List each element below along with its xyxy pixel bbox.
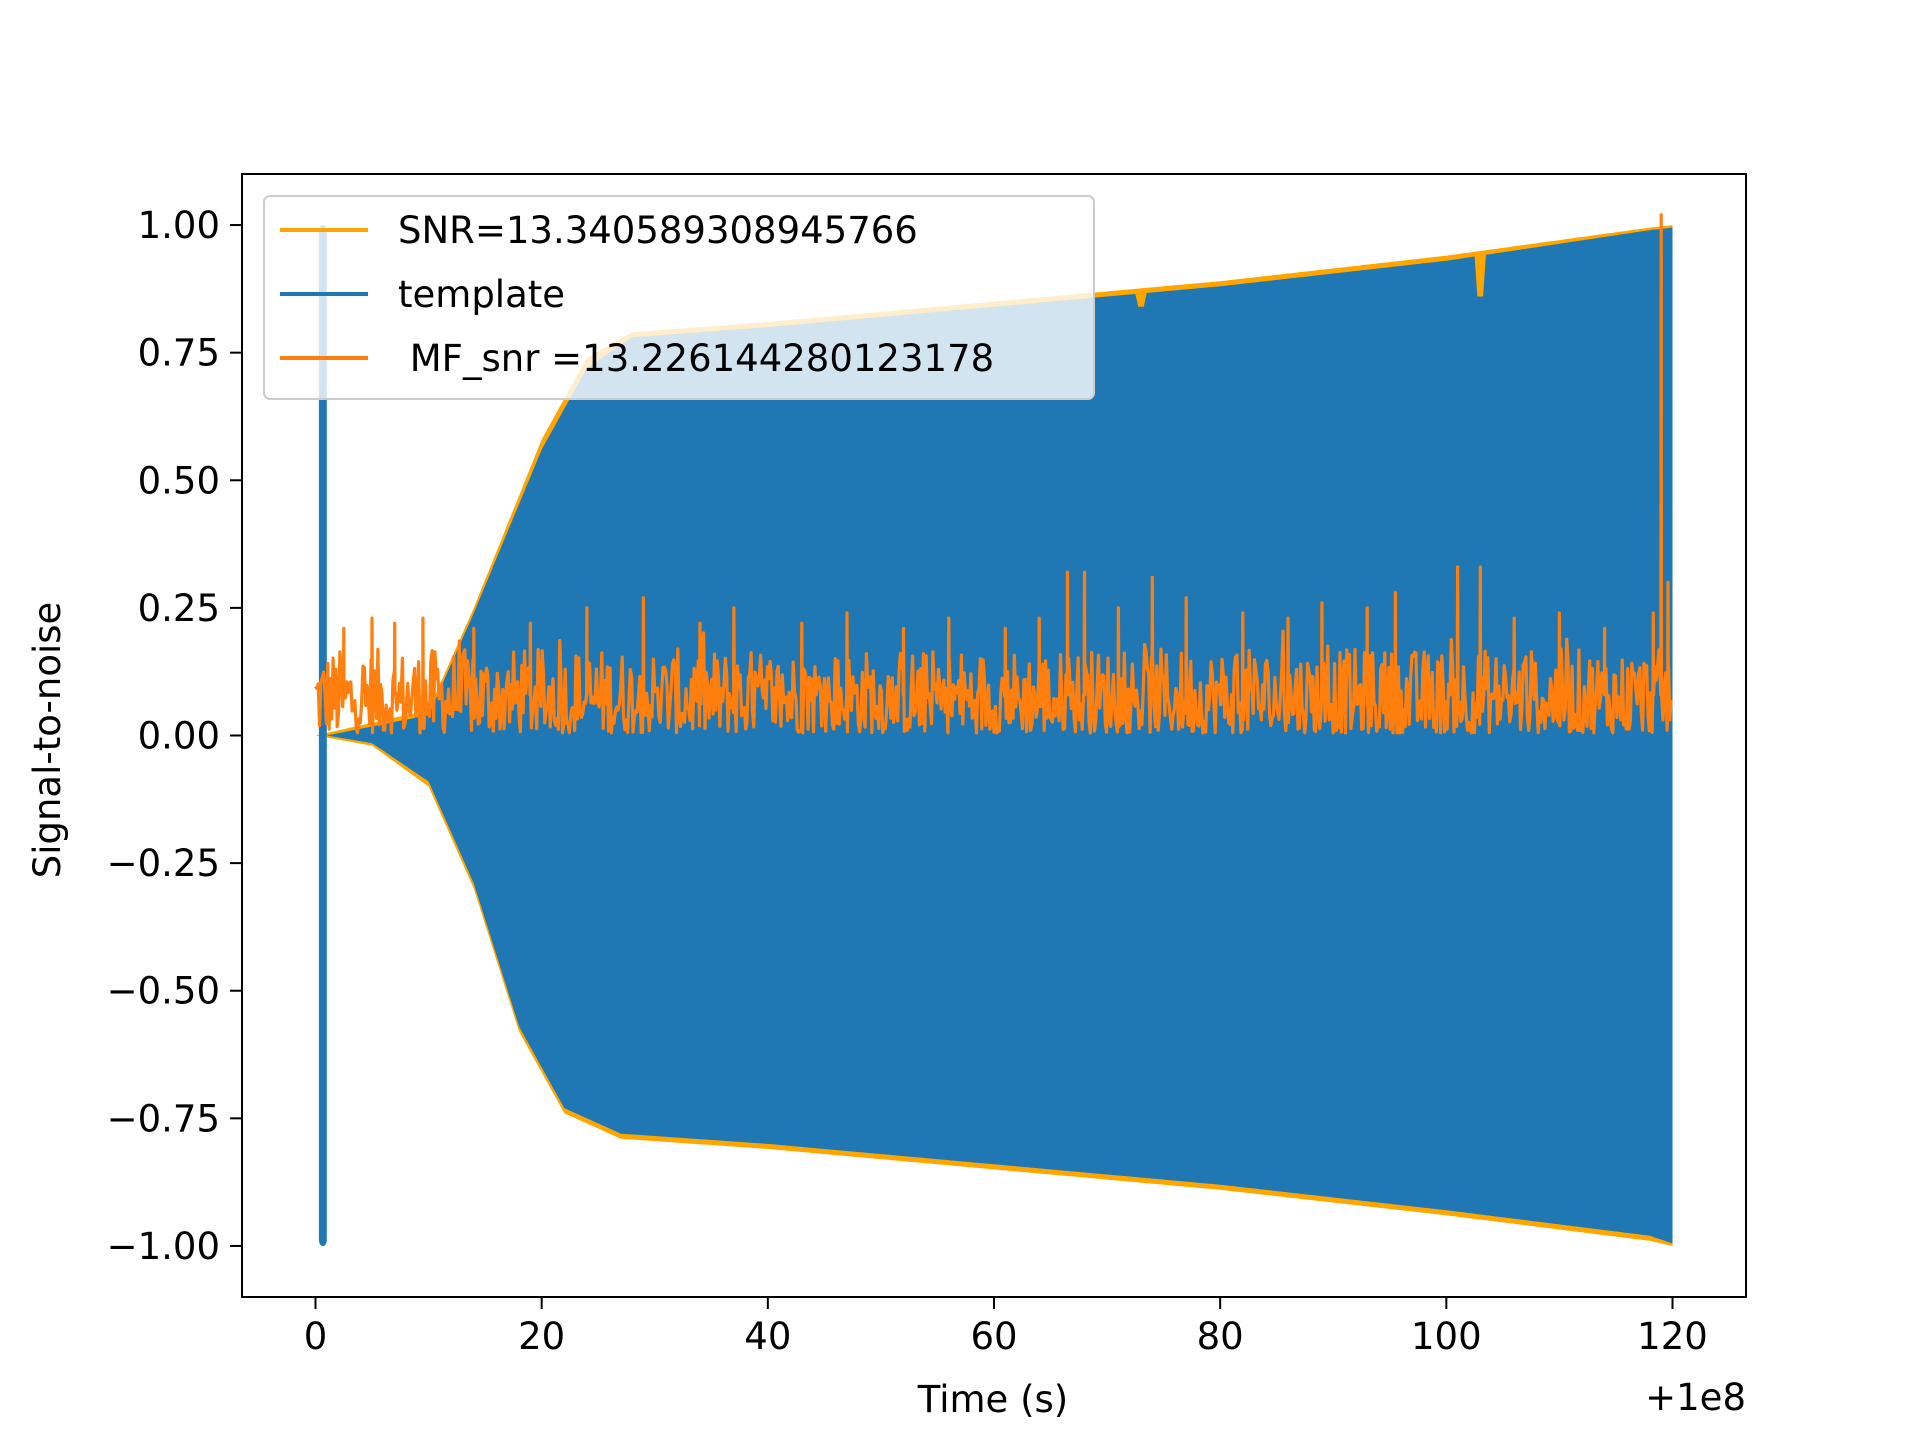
x-axis-ticks: 0 20 40 60 80 100 120 [304,1297,1708,1358]
y-tick-label: −0.75 [107,1097,220,1140]
x-tick-label: 20 [518,1315,565,1358]
legend-label-mf-snr: MF_snr =13.226144280123178 [398,337,994,380]
template-initial-spike [318,225,327,1246]
legend-label-snr: SNR=13.340589308945766 [398,209,918,252]
y-tick-label: −0.50 [107,970,220,1013]
plot-area [314,213,1673,1246]
x-tick-label: 80 [1197,1315,1244,1358]
series-template-band [318,225,1673,1246]
x-tick-label: 120 [1637,1315,1708,1358]
y-tick-label: −0.25 [107,842,220,885]
y-axis-label: Signal-to-noise [26,602,69,879]
y-tick-label: 0.25 [138,587,220,630]
mf-snr-line [314,213,1673,735]
legend: SNR=13.340589308945766 template MF_snr =… [263,195,1095,400]
x-axis-label: Time (s) [917,1378,1068,1421]
y-tick-label: 1.00 [138,204,220,247]
x-tick-label: 40 [744,1315,791,1358]
legend-box [263,195,1095,400]
series-mf-snr-line [314,213,1673,735]
y-tick-label: −1.00 [107,1225,220,1268]
legend-label-template: template [398,273,565,316]
template-band [326,227,1673,1244]
x-tick-label: 0 [304,1315,328,1358]
y-tick-label: 0.75 [138,332,220,375]
y-tick-label: 0.00 [138,715,220,758]
y-tick-label: 0.50 [138,459,220,502]
x-tick-label: 60 [970,1315,1017,1358]
x-axis-offset: +1e8 [1645,1376,1746,1419]
y-axis-ticks: 1.00 0.75 0.50 0.25 0.00 −0.25 −0.50 −0.75 −1.00 [107,204,242,1268]
x-tick-label: 100 [1411,1315,1482,1358]
